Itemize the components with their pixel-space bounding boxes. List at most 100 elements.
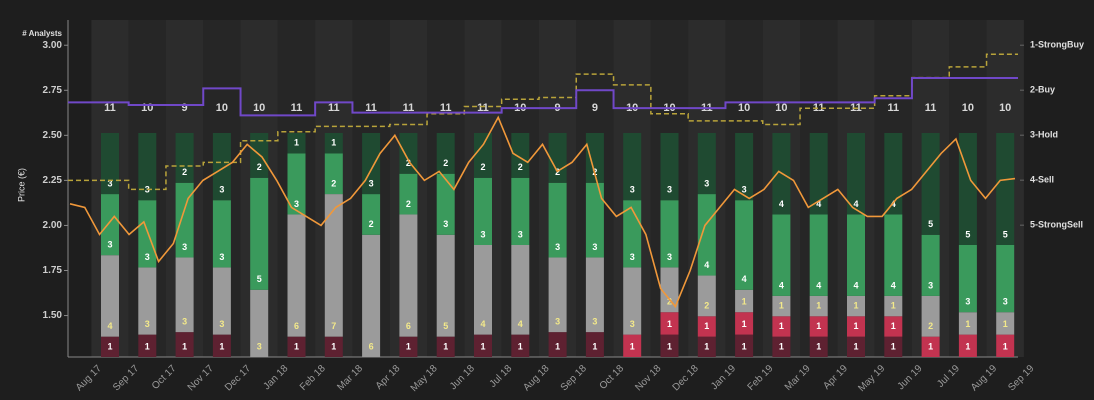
bar-segment [324,153,343,195]
segment-label: 1 [667,319,672,329]
segment-label: 5 [443,321,448,331]
y2-tick-label: 2-Buy [1030,85,1055,95]
bar-segment [660,200,679,268]
x-tick-label: Jan 19 [709,363,738,392]
segment-label: 2 [257,162,262,172]
bar-segment [958,245,977,313]
x-tick-label: Dec 18 [671,363,701,393]
bar-segment [697,275,716,317]
bar-segment [474,334,492,357]
segment-label: 1 [107,341,112,351]
segment-label: 1 [742,341,747,351]
segment-label: 1 [145,341,150,351]
bar-segment [884,316,903,337]
analyst-count: 10 [738,102,750,114]
bar-segment [436,133,455,174]
x-tick-label: Aug 19 [969,363,999,393]
bar-segment [287,336,306,357]
segment-label: 3 [518,229,523,239]
analyst-count: 10 [999,102,1011,114]
segment-label: 5 [257,274,262,284]
bar-segment [212,334,231,357]
segment-label: 5 [928,219,933,229]
x-tick-label: Mar 18 [335,363,365,393]
bar-segment [511,133,530,178]
bar-segment [399,214,418,337]
bar-segment [847,336,865,357]
segment-label: 1 [630,341,635,351]
y-tick-label: 2.00 [43,220,63,231]
segment-label: 1 [592,341,597,351]
segment-label: 4 [518,319,523,329]
x-tick-label: Jan 18 [261,363,290,392]
bar-segment [436,336,455,357]
segment-label: 4 [107,321,112,331]
analyst-count: 10 [216,102,228,114]
bar-segment [101,133,119,195]
bar-segment [138,334,157,357]
segment-label: 1 [891,301,896,311]
segment-label: 4 [779,199,784,209]
bar-segment [101,255,119,337]
bar-segment [847,295,865,317]
y-axis-title: Price (€) [16,168,26,202]
segment-label: 3 [182,316,187,326]
segment-label: 2 [667,297,672,307]
bar-segment [548,133,567,183]
bar-segment [958,334,977,357]
analyst-count: 10 [253,102,265,114]
segment-label: 3 [182,242,187,252]
segment-label: 3 [219,185,224,195]
bar-segment [585,332,604,357]
segment-label: 1 [891,341,896,351]
bar-segment [735,334,754,357]
segment-label: 3 [592,242,597,252]
bar-segment [772,295,791,317]
segment-label: 3 [667,252,672,262]
target-line [68,53,1018,191]
segment-label: 3 [1003,297,1008,307]
segment-label: 3 [257,341,262,351]
bar-segment [809,316,828,337]
segment-label: 3 [219,252,224,262]
segment-label: 1 [182,341,187,351]
bar-segment [399,173,418,215]
analyst-count: 11 [365,102,377,114]
bar-segment [585,257,604,333]
bar-segment [548,182,567,258]
count-label: # Analysts [22,29,62,38]
bar-segment [996,334,1015,357]
bar-segment [697,316,716,337]
bar-segment [623,334,642,357]
bar-segment [585,133,604,183]
segment-label: 1 [742,319,747,329]
segment-label: 1 [816,341,821,351]
bar-segment [585,182,604,258]
segment-label: 3 [145,252,150,262]
analyst-count: 10 [962,102,974,114]
segment-label: 3 [630,185,635,195]
segment-label: 3 [555,242,560,252]
bar-segment [362,234,381,357]
segment-label: 2 [518,162,523,172]
segment-label: 2 [928,321,933,331]
bar-segment [175,182,194,258]
segment-label: 3 [107,240,112,250]
bar-segment [175,257,194,333]
bar-segment [660,334,679,357]
bar-segment [660,267,679,313]
bar-segment [399,336,418,357]
bar-segment [958,312,977,335]
segment-label: 3 [742,185,747,195]
y-tick-label: 3.00 [43,40,63,51]
bar-segment [660,312,679,335]
x-tick-label: Jul 18 [488,363,515,390]
bar-segment [250,289,269,357]
x-tick-label: Feb 18 [298,363,328,393]
bar-segment [921,133,940,235]
bar-segment [212,200,231,268]
segment-label: 1 [294,138,299,148]
segment-label: 2 [331,178,336,188]
price-line [69,115,1016,309]
